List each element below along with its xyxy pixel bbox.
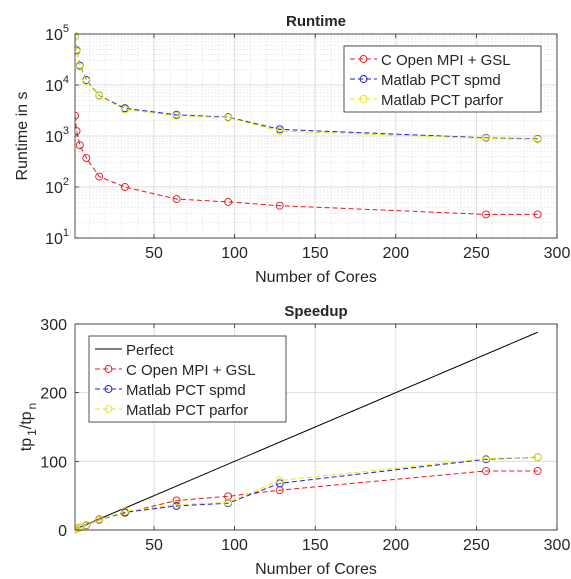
data-point-c-open-mpi-gsl [75,111,79,120]
legend-label: Matlab PCT spmd [126,382,246,399]
ticks: 50 100 150 200 250 300 0 100 200 300 [40,317,570,554]
data-point-matlab-pct-parfor [172,500,181,509]
data-point-matlab-pct-parfor [95,515,104,524]
x-tick-label: 300 [544,537,571,554]
data-point-c-open-mpi-gsl [482,466,491,475]
data-point-c-open-mpi-gsl [95,172,104,181]
series-line-matlab-pct-parfor [75,456,538,530]
legend-marker [359,75,368,83]
legend-label: Perfect [126,342,174,359]
y-tick-label: 100 [40,454,67,471]
data-point-c-open-mpi-gsl [224,197,233,206]
series-group [75,32,542,219]
data-point-matlab-pct-parfor [533,135,542,144]
legend-label: Matlab PCT parfor [126,402,248,419]
x-tick-label: 100 [221,537,248,554]
data-point-matlab-pct-parfor [75,62,84,71]
legend: C Open MPI + GSL Matlab PCT spmd Matlab PC… [343,45,542,113]
data-point-c-open-mpi-gsl [121,183,129,191]
y-tick-label: 200 [40,386,67,403]
series-line-perfect [75,331,538,530]
data-point-c-open-mpi-gsl [533,210,542,219]
data-point-c-open-mpi-gsl [482,210,491,219]
legend-marker [104,365,113,373]
data-point-matlab-pct-parfor [82,520,91,529]
data-point-matlab-pct-parfor [224,498,233,507]
x-tick-label: 200 [382,537,409,554]
data-point-matlab-pct-parfor [482,454,491,463]
x-tick-label: 250 [463,537,490,554]
legend-label: C Open MPI + GSL [126,362,256,379]
y-tick-label: 103 [45,125,69,146]
data-point-matlab-pct-parfor [121,105,129,114]
series-line-matlab-pct-parfor [75,36,538,140]
data-point-matlab-pct-parfor [482,134,491,143]
data-point-matlab-pct-parfor [75,525,79,534]
data-point-matlab-pct-parfor [533,453,542,462]
data-point-matlab-pct-parfor [275,476,284,485]
legend-label: Matlab PCT spmd [381,72,501,89]
data-point-matlab-pct-parfor [172,111,181,120]
y-tick-label: 300 [40,317,67,334]
chart-title: Speedup [284,303,347,320]
legend-marker [104,385,113,393]
x-axis-label: Number of Cores [255,269,377,286]
y-tick-label: 105 [45,23,69,44]
chart-panel-1: 50 100 150 200 250 300 101 102 103 104 105 Runtime N… [14,13,570,286]
x-tick-label: 300 [544,245,571,262]
data-point-c-open-mpi-gsl [533,466,542,475]
data-point-matlab-pct-parfor [95,91,104,100]
data-point-c-open-mpi-gsl [75,127,81,136]
data-point-matlab-pct-parfor [75,32,79,41]
data-point-c-open-mpi-gsl [82,154,91,162]
data-point-matlab-pct-parfor [75,47,81,56]
data-point-c-open-mpi-gsl [275,201,284,210]
x-tick-label: 100 [221,245,248,262]
axes-box [74,323,558,531]
legend: Perfect C Open MPI + GSL Matlab PCT spmd Ma… [88,335,287,423]
data-point-matlab-pct-parfor [224,113,233,122]
legend-marker [359,55,368,63]
data-point-c-open-mpi-gsl [172,496,181,505]
legend-label: C Open MPI + GSL [381,52,511,69]
x-tick-label: 150 [302,245,329,262]
data-point-c-open-mpi-gsl [75,141,84,150]
data-point-c-open-mpi-gsl [172,195,181,204]
data-point-matlab-pct-parfor [275,127,284,136]
y-tick-label: 0 [58,523,67,540]
x-tick-label: 200 [382,245,409,262]
chart-panel-2: 50 100 150 200 250 300 0 100 200 300 Speedup Number… [18,303,570,578]
y-axis-label: Runtime in s [14,92,31,181]
legend-box [88,335,287,423]
x-tick-label: 50 [145,245,163,262]
legend-marker [359,95,368,103]
chart-title: Runtime [286,13,346,30]
y-tick-label: 104 [45,74,69,95]
x-axis-label: Number of Cores [255,561,377,578]
data-point-matlab-pct-parfor [82,77,91,85]
y-tick-label: 102 [45,176,69,197]
x-tick-label: 150 [302,537,329,554]
x-tick-label: 50 [145,537,163,554]
x-tick-label: 250 [463,245,490,262]
y-tick-label: 101 [45,227,69,248]
legend-label: Matlab PCT parfor [381,92,503,109]
legend-marker [104,405,113,413]
y-axis-label: tp1/tpn [18,403,39,452]
data-point-matlab-pct-parfor [121,507,129,516]
series-group [75,331,542,534]
data-point-matlab-pct-spmd [275,479,284,488]
ticks: 50 100 150 200 250 300 101 102 103 104 105 [45,23,570,262]
series-line-c-open-mpi-gsl [75,115,538,215]
